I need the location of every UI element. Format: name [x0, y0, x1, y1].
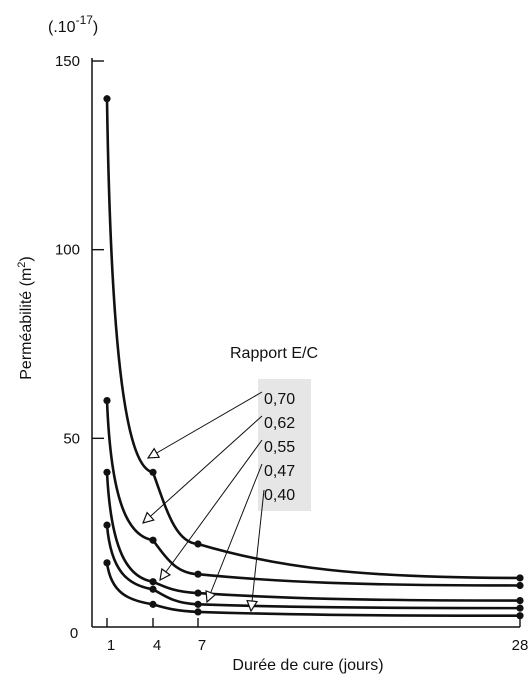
legend-label: 0,55: [264, 439, 295, 456]
data-point: [149, 578, 157, 586]
data-point: [516, 596, 524, 605]
data-point: [194, 589, 202, 597]
x-tick-label: 28: [512, 637, 529, 654]
series-line: [105, 98, 521, 580]
y-scale-note-exponent: -17: [76, 13, 94, 27]
y-axis-title-close: ): [18, 256, 35, 261]
data-point: [194, 570, 202, 578]
data-point: [149, 536, 157, 544]
legend-title: Rapport E/C: [230, 345, 318, 362]
legend-arrow: [160, 439, 263, 580]
data-point: [516, 604, 524, 612]
data-point: [103, 559, 111, 567]
y-tick-label: 50: [63, 430, 80, 447]
data-point: [194, 600, 202, 608]
data-point: [103, 95, 111, 103]
legend-entries: 0,70 0,62 0,55 0,47 0,40: [264, 391, 295, 504]
data-point: [516, 581, 524, 590]
data-point: [516, 574, 524, 582]
origin-label: 0: [70, 625, 78, 642]
x-tick-label: 4: [153, 637, 161, 654]
y-axis-title-exponent: 2: [16, 262, 28, 268]
legend-arrow: [143, 415, 263, 523]
y-scale-note: (.10-17): [48, 13, 98, 36]
legend-box: [258, 379, 311, 511]
data-point: [149, 585, 157, 593]
legend-label: 0,40: [264, 487, 295, 504]
legend-arrows: [143, 391, 265, 611]
series-line: [105, 525, 521, 610]
series-points: [103, 95, 524, 620]
series-line: [105, 400, 521, 587]
data-point: [149, 468, 157, 476]
series-line: [105, 472, 521, 602]
data-point: [103, 468, 111, 476]
legend-arrow: [148, 391, 263, 458]
data-point: [103, 397, 111, 405]
y-tick-label: 150: [55, 53, 80, 70]
data-point: [103, 521, 111, 529]
x-tick-label: 1: [107, 637, 115, 654]
legend-arrow: [207, 463, 263, 602]
data-point: [149, 600, 157, 608]
legend-label: 0,70: [264, 391, 295, 408]
legend-arrow: [251, 489, 265, 611]
legend-label: 0,47: [264, 463, 295, 480]
y-scale-note-base: (.10: [48, 19, 76, 36]
y-scale-note-close: ): [93, 19, 98, 36]
y-axis-title-main: Perméabilité (m: [18, 268, 35, 380]
legend-label: 0,62: [264, 415, 295, 432]
data-point: [194, 608, 202, 616]
axis-ticks: 50 100 150 1 4 7 28: [55, 53, 528, 654]
x-axis-title: Durée de cure (jours): [232, 657, 383, 674]
data-point: [194, 540, 202, 548]
data-point: [516, 612, 524, 620]
y-axis-title: Perméabilité (m2): [16, 256, 35, 379]
y-tick-label: 100: [55, 242, 80, 259]
x-tick-label: 7: [198, 637, 206, 654]
